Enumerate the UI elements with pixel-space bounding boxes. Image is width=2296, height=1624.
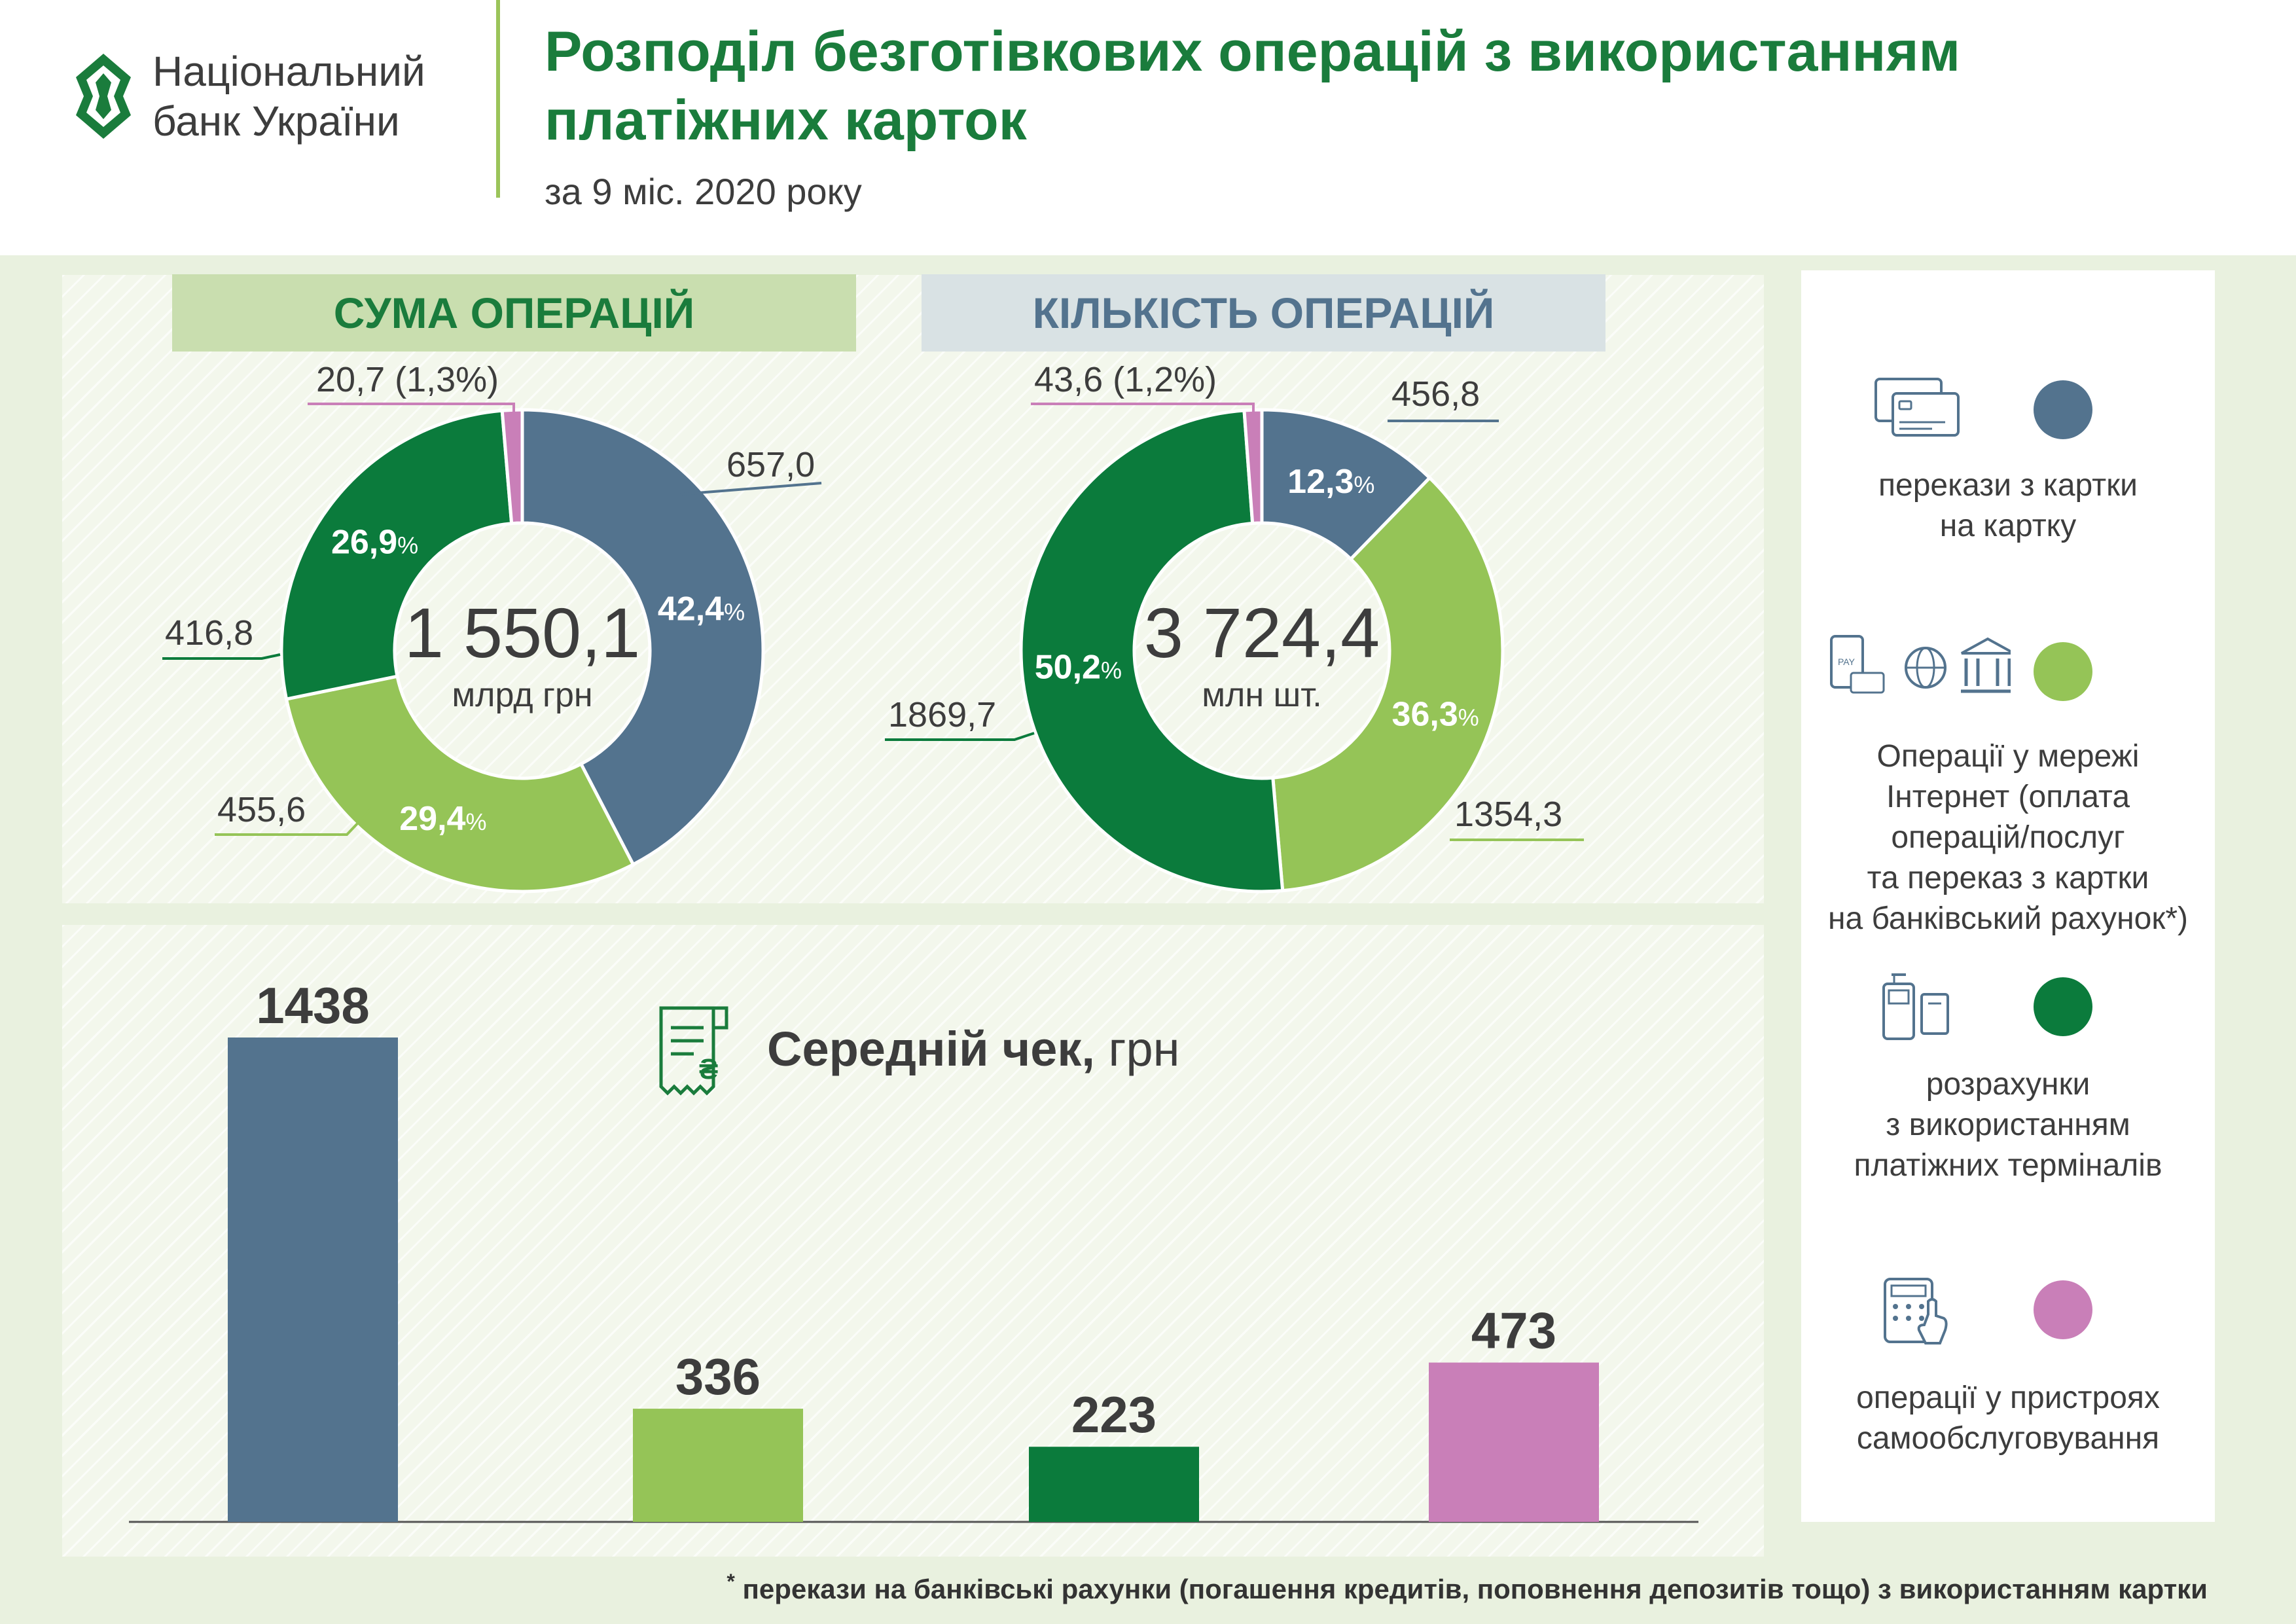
percent-sign: % <box>1354 471 1374 498</box>
average-check-title-unit: грн <box>1108 1022 1180 1076</box>
legend-label-line: платіжних терміналів <box>1854 1148 2162 1183</box>
legend-label-terminals: розрахунки з використанням платіжних тер… <box>1825 1064 2191 1186</box>
donut-center-unit: млн шт. <box>1202 676 1321 714</box>
callout-line <box>1031 403 1255 425</box>
legend-dot-internet <box>2034 642 2092 701</box>
donut-slice <box>1242 408 1264 526</box>
legend-label-line: на банківський рахунок*) <box>1828 901 2188 936</box>
bar-value-label: 223 <box>1071 1386 1157 1443</box>
callout-line <box>680 482 822 496</box>
donut-slice <box>1271 475 1505 893</box>
footnote: * перекази на банківські рахунки (погаше… <box>726 1570 2208 1605</box>
header-divider <box>496 0 500 198</box>
average-check-title-bold: Середній чек, <box>767 1022 1095 1076</box>
donut-slice <box>520 408 765 867</box>
bar <box>1429 1362 1599 1522</box>
donut-center-value: 1 550,1 <box>404 593 640 672</box>
legend-label-card-transfers: перекази з картки на картку <box>1825 465 2191 547</box>
receipt-icon: ₴ <box>659 1006 728 1096</box>
donut-value-label: 43,6 (1,2%) <box>1034 360 1217 399</box>
internet-payment-icon: PAY <box>1830 635 2011 694</box>
svg-text:PAY: PAY <box>1838 657 1856 667</box>
legend-label-internet: Операції у мережі Інтернет (оплата опера… <box>1825 736 2191 939</box>
callout-line <box>162 653 281 660</box>
legend-dot-terminals <box>2034 977 2092 1036</box>
legend-panel: перекази з картки на картку PAY Операції… <box>1801 270 2215 1522</box>
card-icon <box>1874 378 1960 437</box>
bar-value-label: 336 <box>675 1348 761 1405</box>
donut-center-unit: млрд грн <box>452 676 592 714</box>
page-subtitle: за 9 міс. 2020 року <box>545 171 862 212</box>
sum-title-pill: СУМА ОПЕРАЦІЙ <box>172 274 856 352</box>
average-check-title: Середній чек, грн <box>767 1021 1180 1077</box>
count-title-pill: КІЛЬКІСТЬ ОПЕРАЦІЙ <box>922 274 1605 352</box>
legend-label-self-service: операції у пристроях самообслуговування <box>1825 1378 2191 1459</box>
bar-value-label: 473 <box>1471 1302 1556 1360</box>
legend-dot-card-transfers <box>2034 380 2092 439</box>
legend-label-line: самообслуговування <box>1856 1421 2160 1456</box>
count-donut-chart: 12,3%456,836,3%1354,350,2%1869,743,6 (1,… <box>885 360 1584 893</box>
callout-line <box>308 403 515 425</box>
bar-value-label: 1438 <box>256 977 370 1034</box>
footnote-text: перекази на банківські рахунки (погашенн… <box>742 1574 2208 1604</box>
percent-sign: % <box>1458 704 1479 731</box>
donut-value-label: 657,0 <box>726 445 815 484</box>
legend-label-line: Інтернет (оплата <box>1886 780 2130 814</box>
legend-label-line: перекази з картки <box>1878 468 2138 503</box>
bar <box>228 1038 398 1522</box>
percent-sign: % <box>724 598 745 625</box>
self-service-icon <box>1884 1278 1948 1344</box>
donut-slice <box>500 408 524 526</box>
donut-slice <box>1260 408 1432 562</box>
donut-center-value: 3 724,4 <box>1144 593 1380 672</box>
donut-value-label: 20,7 (1,3%) <box>316 360 499 399</box>
callout-line <box>885 732 1035 741</box>
bar <box>1029 1447 1199 1522</box>
donut-slice <box>279 408 514 701</box>
callout-line <box>215 807 373 836</box>
page-title-line2: платіжних карток <box>545 89 1027 152</box>
logo-text-line1: Національний <box>152 48 425 95</box>
legend-label-line: та переказ з картки <box>1867 861 2149 895</box>
donut-value-label: 1354,3 <box>1454 795 1562 834</box>
footnote-mark: * <box>726 1570 735 1593</box>
bar <box>633 1409 803 1522</box>
terminal-icon <box>1882 973 1949 1040</box>
legend-label-line: розрахунки <box>1926 1067 2090 1102</box>
header: Національний банк України Розподіл безго… <box>0 0 2296 255</box>
logo-text-line2: банк України <box>152 98 400 145</box>
legend-label-line: Операції у мережі <box>1876 739 2140 774</box>
legend-label-line: операцій/послуг <box>1891 820 2125 855</box>
legend-dot-self-service <box>2034 1280 2092 1339</box>
donut-slice <box>1019 408 1285 893</box>
donut-value-label: 1869,7 <box>888 695 996 734</box>
percent-sign: % <box>1101 657 1122 683</box>
legend-label-line: операції у пристроях <box>1856 1380 2160 1415</box>
average-check-bar-chart: 1438 336 223 473 <box>129 977 1698 1523</box>
svg-text:₴: ₴ <box>699 1053 718 1085</box>
page-title-line1: Розподіл безготівкових операцій з викори… <box>545 20 1961 83</box>
donut-value-label: 456,8 <box>1391 374 1480 414</box>
legend-label-line: на картку <box>1939 509 2077 543</box>
percent-sign: % <box>397 532 418 558</box>
percent-sign: % <box>465 808 486 835</box>
sum-donut-chart: 42,4%657,029,4%455,626,9%416,820,7 (1,3%… <box>162 360 822 893</box>
donut-slice <box>284 674 636 893</box>
donut-value-label: 416,8 <box>165 613 253 653</box>
donut-value-label: 455,6 <box>217 790 306 829</box>
legend-label-line: з використанням <box>1886 1108 2130 1142</box>
nbu-logo-icon <box>76 54 131 139</box>
